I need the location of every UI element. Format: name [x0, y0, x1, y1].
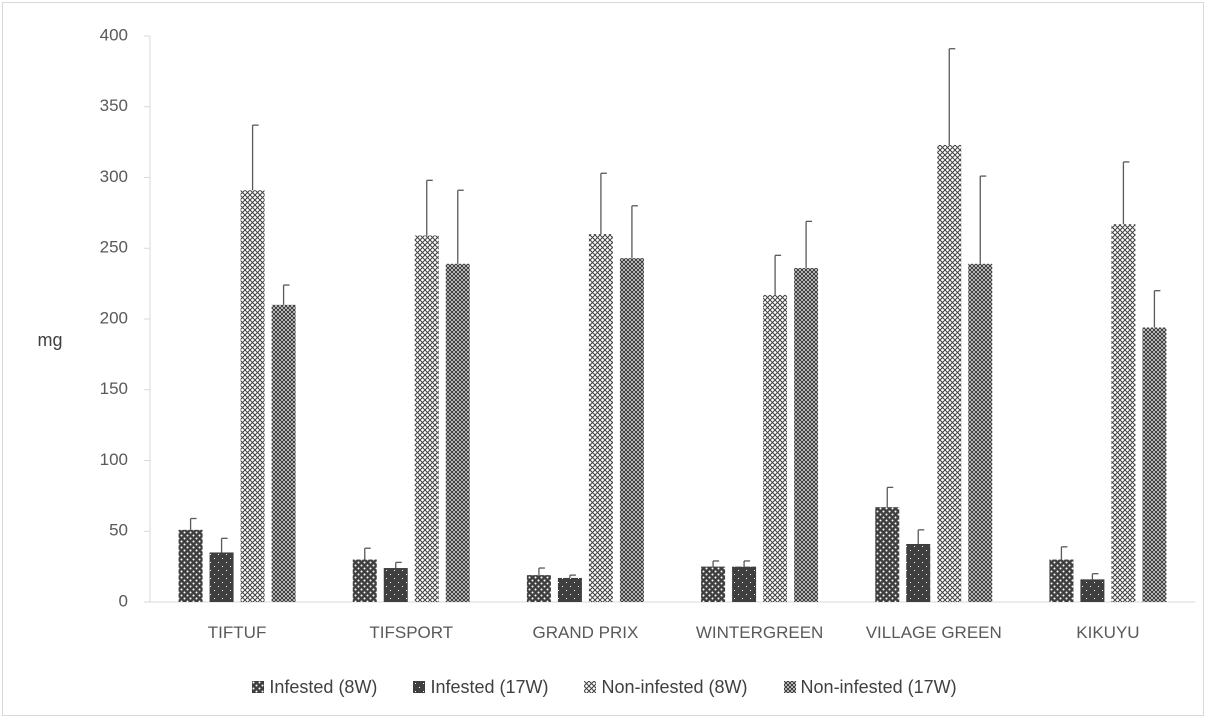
error-bars — [189, 48, 1161, 580]
y-tick-label: 200 — [100, 308, 128, 327]
legend-label: Infested (17W) — [430, 676, 549, 697]
error-bar — [979, 175, 987, 264]
error-bar — [1091, 573, 1099, 580]
bar — [271, 304, 296, 602]
bar — [1049, 559, 1074, 602]
bar — [875, 507, 900, 602]
error-bar — [569, 574, 576, 578]
legend-swatch — [413, 681, 426, 693]
legend: Infested (8W) Infested (17W) Non-infested … — [0, 675, 1209, 699]
category-label: TIFTUF — [208, 623, 267, 642]
y-tick-label: 300 — [100, 167, 128, 186]
bar — [352, 559, 377, 602]
bar — [732, 566, 757, 602]
legend-label: Non-infested (17W) — [800, 676, 957, 697]
bar — [968, 263, 993, 602]
error-bar — [189, 517, 197, 530]
bar — [794, 268, 819, 602]
legend-item: Non-infested (17W) — [783, 676, 957, 698]
bar — [1111, 224, 1136, 602]
error-bar — [364, 547, 371, 560]
error-bar — [457, 189, 464, 264]
y-tick-label: 50 — [109, 521, 128, 540]
error-bar — [1060, 546, 1068, 560]
bars — [178, 144, 1167, 603]
legend-label: Non-infested (8W) — [601, 676, 748, 697]
bar — [937, 144, 962, 602]
bar — [1080, 579, 1105, 602]
bar — [383, 568, 408, 602]
bar — [445, 263, 470, 602]
bar — [763, 294, 788, 602]
bar — [906, 543, 931, 602]
error-bar — [886, 486, 894, 508]
category-label: GRAND PRIX — [533, 623, 639, 642]
error-bar — [1153, 290, 1161, 328]
error-bar — [282, 284, 290, 305]
category-label: KIKUYU — [1076, 623, 1139, 642]
x-axis-categories: TIFTUF TIFSPORT GRAND PRIX WINTERGREEN VILLA… — [208, 623, 1140, 642]
error-bar — [805, 220, 813, 269]
y-tick-label: 0 — [119, 591, 128, 610]
category-label: VILLAGE GREEN — [866, 623, 1002, 642]
error-bar — [743, 560, 751, 567]
bar — [240, 190, 265, 603]
error-bar — [600, 172, 607, 235]
category-label: TIFSPORT — [369, 623, 453, 642]
y-axis-ticks: 0 50 100 150 200 250 300 350 400 — [100, 25, 150, 610]
y-tick-label: 100 — [100, 450, 128, 469]
error-bar — [395, 561, 402, 569]
error-bar — [631, 205, 638, 259]
error-bar — [917, 529, 925, 544]
error-bar — [251, 124, 259, 191]
error-bar — [948, 48, 956, 145]
bar — [557, 577, 582, 602]
legend-item: Infested (17W) — [413, 677, 548, 698]
y-axis-title: mg — [37, 330, 62, 350]
legend-swatch — [783, 681, 796, 693]
bar — [588, 234, 613, 602]
y-tick-label: 250 — [100, 238, 128, 257]
y-tick-label: 150 — [100, 379, 128, 398]
legend-swatch — [252, 681, 265, 693]
error-bar — [426, 179, 433, 236]
y-tick-label: 400 — [100, 25, 128, 44]
error-bar — [1122, 161, 1130, 225]
legend-item: Infested (8W) — [252, 677, 377, 698]
legend-label: Infested (8W) — [269, 676, 378, 697]
y-tick-label: 350 — [100, 96, 128, 115]
bar — [619, 258, 644, 602]
bar — [1142, 327, 1167, 602]
axes — [149, 36, 1195, 603]
error-bar — [220, 537, 228, 553]
legend-item: Non-infested (8W) — [584, 676, 748, 698]
error-bar — [538, 567, 545, 576]
bar — [178, 529, 203, 602]
legend-swatch — [584, 681, 597, 693]
bar — [209, 552, 234, 602]
error-bar — [712, 560, 720, 567]
bar — [414, 235, 439, 602]
bar — [701, 566, 726, 602]
error-bar — [774, 254, 782, 295]
bar — [526, 575, 551, 602]
category-label: WINTERGREEN — [696, 623, 824, 642]
